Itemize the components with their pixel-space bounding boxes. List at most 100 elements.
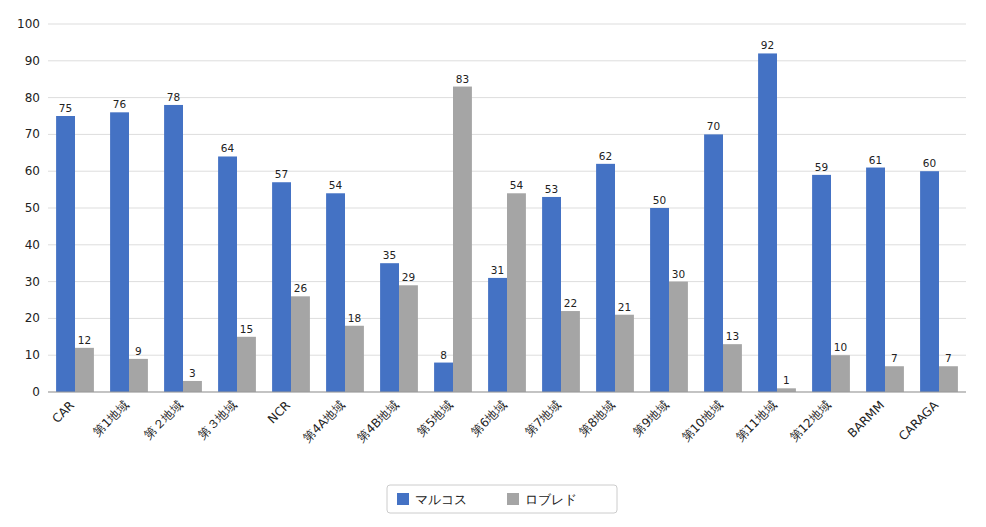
data-label: 83 [456,73,469,85]
data-label: 8 [440,349,447,361]
x-tick-label: 第12地域 [787,398,833,444]
legend: マルコス ロブレド [387,485,617,513]
bar [542,197,561,392]
x-tick-label: 第10地域 [679,398,725,444]
bar [561,311,580,392]
data-label: 70 [707,120,720,132]
bar [885,366,904,392]
x-axis-line [48,392,966,393]
y-tick-label: 70 [25,127,40,141]
grid-line [48,134,966,135]
grid-line [48,171,966,172]
legend-label: マルコス [415,492,467,507]
bar [399,285,418,392]
bar [164,105,183,392]
bar [777,388,796,392]
data-label: 76 [113,98,127,110]
legend-label: ロブレド [525,492,577,507]
bar [723,344,742,392]
y-tick-label: 20 [25,311,40,325]
bar [453,87,472,392]
x-tick-label: 第4B地域 [355,398,402,445]
y-tick-label: 0 [32,385,40,399]
data-label: 13 [726,330,739,342]
y-tick-label: 30 [25,275,40,289]
bar [939,366,958,392]
data-label: 18 [348,312,361,324]
legend-swatch [507,493,519,505]
bar [812,175,831,392]
x-tick-label: 第1地域 [90,398,131,439]
bar [326,193,345,392]
bar [831,355,850,392]
bar [183,381,202,392]
data-label: 53 [545,183,558,195]
bar [920,171,939,392]
data-label: 35 [383,249,396,261]
data-label: 59 [815,161,828,173]
data-label: 21 [618,301,631,313]
x-tick-label: 第11地域 [733,398,779,444]
y-tick-label: 10 [25,348,40,362]
y-tick-label: 80 [25,91,40,105]
y-tick-label: 90 [25,54,40,68]
data-label: 78 [167,91,180,103]
data-label: 54 [329,179,343,191]
x-tick-label: BARMM [845,398,887,440]
data-label: 7 [891,352,898,364]
data-label: 62 [599,150,612,162]
y-tick-label: 60 [25,164,40,178]
x-tick-label: 第5地域 [414,398,455,439]
data-label: 26 [294,282,308,294]
data-label: 15 [240,323,253,335]
data-label: 22 [564,297,577,309]
x-tick-label: 第7地域 [522,398,563,439]
data-label: 12 [78,334,91,346]
bar [488,278,507,392]
bar [272,182,291,392]
data-label: 1 [783,374,790,386]
data-label: 75 [59,102,72,114]
x-tick-label: 第8地域 [576,398,617,439]
data-label: 57 [275,168,288,180]
bar [345,326,364,392]
y-tick-label: 50 [25,201,40,215]
data-label: 10 [834,341,847,353]
data-label: 30 [672,268,685,280]
grid-line [48,24,966,25]
x-tick-label: 第9地域 [630,398,671,439]
bar [758,53,777,392]
data-label: 7 [945,352,952,364]
bar [237,337,256,392]
data-label: 64 [221,142,235,154]
data-label: 60 [923,157,936,169]
data-label: 31 [491,264,504,276]
bar [866,168,885,392]
bar [218,156,237,392]
data-label: 61 [869,154,882,166]
y-tick-label: 40 [25,238,40,252]
bar [704,134,723,392]
chart: 0102030405060708090100757678645754358315… [0,0,986,527]
data-label: 3 [189,367,196,379]
bar [56,116,75,392]
bar [380,263,399,392]
bar [110,112,129,392]
bar [434,363,453,392]
grid-line [48,60,966,61]
bar [596,164,615,392]
data-label: 29 [402,271,415,283]
bar [291,296,310,392]
legend-swatch [397,493,409,505]
bar [129,359,148,392]
bar [75,348,94,392]
grid-line [48,97,966,98]
grid [48,24,966,392]
data-label: 9 [135,345,142,357]
grid-line [48,392,966,393]
legend-frame [387,485,617,513]
x-tick-label: 第4A地域 [301,398,348,445]
bar [507,193,526,392]
x-tick-label: NCR [265,398,293,426]
chart-container: 0102030405060708090100757678645754358315… [0,0,986,527]
